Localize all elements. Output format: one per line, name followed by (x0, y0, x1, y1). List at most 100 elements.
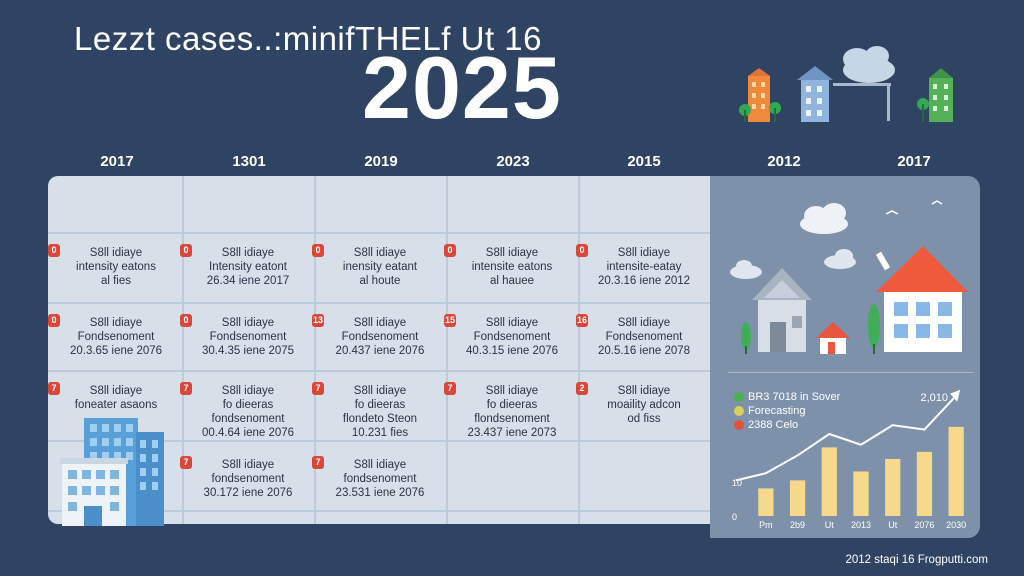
timeline-entry: 16 S8ll idiaye Fondsenoment 20.5.16 iene… (576, 314, 708, 358)
entry-line: al fies (100, 275, 132, 287)
chart-bar (789, 480, 806, 516)
timeline-entry: 15 S8ll idiaye Fondsenoment 40.3.15 iene… (444, 314, 576, 358)
entry-line: al houte (359, 275, 401, 287)
entry-badge: 0 (576, 244, 588, 257)
entry-line: Fondsenoment (77, 331, 155, 343)
entry-badge: 7 (180, 456, 192, 469)
year-label: 1301 (232, 153, 266, 170)
blue-building-icon (801, 78, 829, 122)
entry-line: S8ll idiaye (221, 317, 275, 329)
legend-label: Forecasting (748, 405, 806, 417)
x-tick-label: 2013 (851, 520, 871, 530)
entry-line: intensite-eatay (606, 261, 682, 273)
timeline-entry: 0 S8ll idiaye Fondsenoment 30.4.35 iene … (180, 314, 312, 358)
entry-line: intensity eatons (76, 261, 156, 273)
timeline-entry: 7 S8ll idiaye foneater asaons (48, 382, 180, 412)
entry-line: S8ll idiaye (89, 247, 143, 259)
entry-badge: 7 (312, 456, 324, 469)
entry-line: S8ll idiaye (353, 385, 407, 397)
entry-line: S8ll idiaye (485, 385, 539, 397)
entry-line: fondsenoment (343, 473, 417, 485)
entry-line: S8ll idiaye (617, 247, 671, 259)
timeline-entry: 7 S8ll idiaye fo dieeras fondsenoment 00… (180, 382, 312, 440)
office-building-illustration (60, 418, 164, 526)
legend-item: 2388 Celo (734, 418, 840, 432)
entry-line: S8ll idiaye (617, 385, 671, 397)
infographic-title: Lezzt cases..:minifTHELf Ut 16 (74, 20, 542, 57)
x-tick-label: Ut (825, 520, 834, 530)
legend-item: Forecasting (734, 404, 840, 418)
timeline-entry: 0 S8ll idiaye inensity eatant al houte (312, 244, 444, 288)
entry-line: S8ll idiaye (353, 247, 407, 259)
entry-line: 20.3.16 iene 2012 (597, 275, 691, 287)
chart-bar (916, 451, 933, 516)
x-tick-label: 2b9 (790, 520, 805, 530)
entry-line: S8ll idiaye (485, 317, 539, 329)
entry-line: fondsenoment (211, 473, 285, 485)
legend-item: BR3 7018 in Sover (734, 390, 840, 404)
entry-line: od fiss (627, 413, 661, 425)
y-tick-label: 0 (732, 512, 737, 522)
entry-line: 20.5.16 iene 2078 (597, 345, 691, 357)
chart-bar (885, 458, 901, 516)
timeline-entry: 0 S8ll idiaye intensity eatons al fies (48, 244, 180, 288)
chart-bar (821, 447, 837, 516)
entry-line: 30.4.35 iene 2075 (201, 345, 295, 357)
entry-line: Fondsenoment (473, 331, 551, 343)
year-label: 2019 (364, 153, 398, 170)
entry-line: Fondsenoment (605, 331, 683, 343)
entry-line: intensite eatons (471, 261, 553, 273)
year-label: 2017 (100, 153, 134, 170)
headline-year: 2025 (362, 38, 562, 137)
entry-line: S8ll idiaye (485, 247, 539, 259)
entry-line: flondsenoment (474, 413, 550, 425)
green-building-icon (929, 78, 953, 122)
entry-line: S8ll idiaye (353, 317, 407, 329)
entry-line: fo dieeras (486, 399, 538, 411)
timeline-entry: 13 S8ll idiaye Fondsenoment 20.437 iene … (312, 314, 444, 358)
x-tick-label: 2030 (946, 520, 966, 530)
legend-swatch (734, 406, 744, 416)
entry-line: 20.437 iene 2076 (335, 345, 425, 357)
cloud-icon (730, 260, 762, 279)
year-labels-row: 2017 1301 2019 2023 2015 2012 2017 (0, 153, 1024, 173)
growth-chart: 10 0 Pm 2b9 Ut 2013 Ut 2076 2030 (732, 389, 966, 530)
timeline-entry: 0 S8ll idiaye Fondsenoment 20.3.65 iene … (48, 314, 180, 358)
legend-label: 2388 Celo (748, 419, 799, 431)
entry-line: 23.437 iene 2073 (467, 427, 557, 439)
year-label: 2012 (767, 153, 801, 170)
entry-badge: 0 (180, 314, 192, 327)
entry-badge: 2 (576, 382, 588, 395)
entry-line: 00.4.64 iene 2076 (201, 427, 295, 439)
entry-line: Fondsenoment (341, 331, 419, 343)
red-roof-house-icon (884, 288, 962, 352)
entry-badge: 15 (444, 314, 456, 327)
legend-swatch (734, 392, 744, 402)
cloud-icon (800, 203, 848, 234)
entry-badge: 7 (48, 382, 60, 395)
houses-illustration (730, 200, 968, 354)
x-tick-label: Ut (888, 520, 897, 530)
year-label: 2015 (627, 153, 661, 170)
entry-line: 10.231 fies (351, 427, 409, 439)
entry-badge: 7 (312, 382, 324, 395)
cloud-icon (824, 249, 856, 269)
entry-line: S8ll idiaye (221, 459, 275, 471)
chart-peak-label: 2,010 (920, 392, 948, 404)
entry-line: fondsenoment (211, 413, 285, 425)
legend-swatch (734, 420, 744, 430)
entry-line: 26.34 iene 2017 (206, 275, 290, 287)
chart-bar (853, 471, 869, 516)
entry-line: S8ll idiaye (617, 317, 671, 329)
chart-bar (758, 488, 774, 516)
entry-badge: 7 (444, 382, 456, 395)
timeline-entry: 7 S8ll idiaye fo dieeras flondsenoment 2… (444, 382, 576, 440)
trend-line (735, 395, 957, 482)
timeline-entry: 7 S8ll idiaye fondsenoment 23.531 iene 2… (312, 456, 444, 500)
skyline-illustration (739, 46, 953, 122)
bird-icon (885, 200, 943, 215)
timeline-entry: 0 S8ll idiaye Intensity eatont 26.34 ien… (180, 244, 312, 288)
entry-badge: 0 (48, 244, 60, 257)
entry-line: S8ll idiaye (221, 385, 275, 397)
timeline-entry: 7 S8ll idiaye fo dieeras flondeto Steon … (312, 382, 444, 440)
